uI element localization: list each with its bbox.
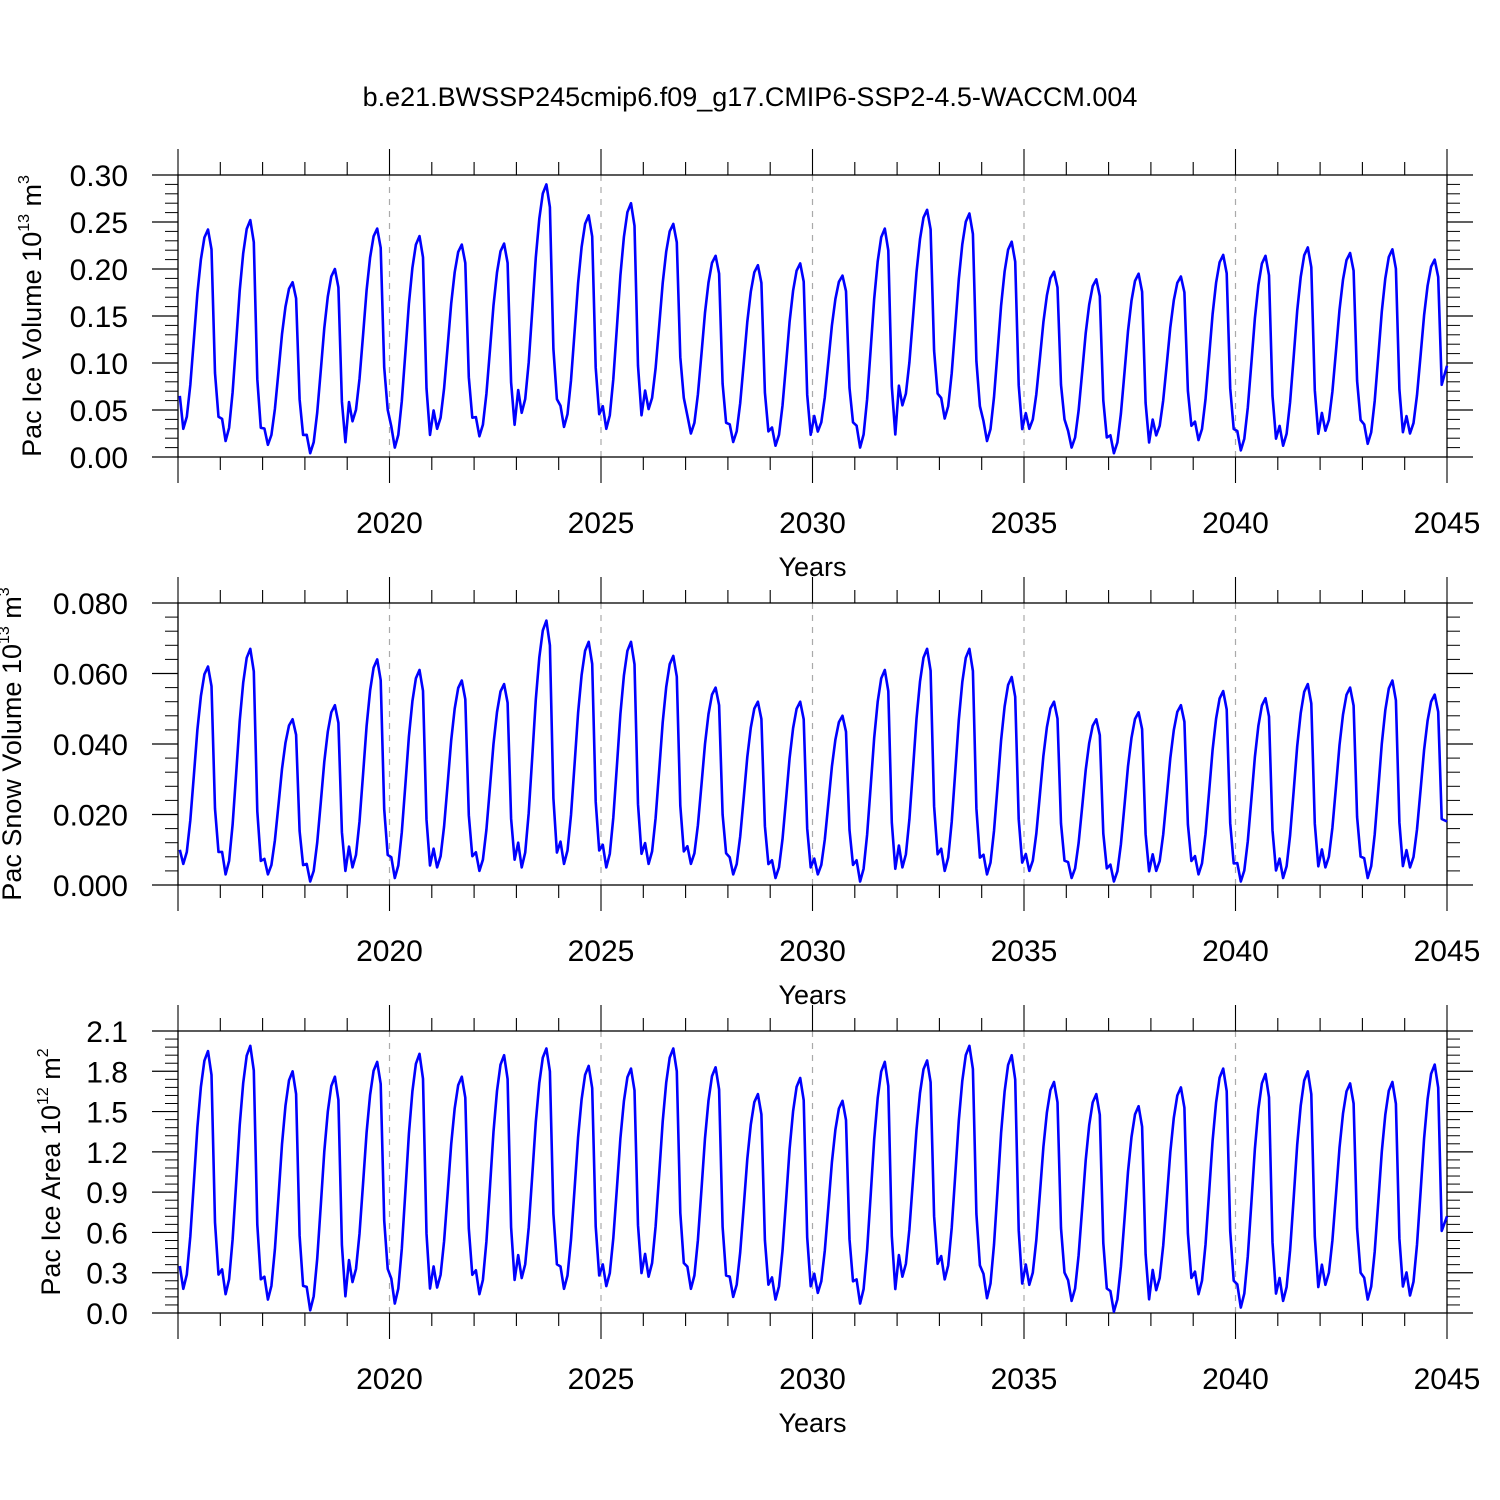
x-tick-label: 2040 — [1202, 935, 1269, 968]
y-axis-title-exponent: 13 — [16, 214, 33, 232]
x-tick-label: 2045 — [1414, 507, 1481, 540]
x-tick-label: 2025 — [568, 507, 635, 540]
y-tick-label: 1.2 — [86, 1137, 128, 1170]
y-tick-label: 0.080 — [53, 588, 128, 621]
y-axis-title-text: m — [17, 184, 47, 214]
x-tick-label: 2030 — [779, 507, 846, 540]
y-axis-title-exponent: 3 — [16, 175, 33, 184]
y-tick-label: 0.20 — [70, 254, 128, 287]
y-axis-title-text: m — [0, 596, 27, 626]
panel-1: 0.00 0.05 0.10 0.15 0.20 0.25 0.30 2020 2025 2030… — [16, 149, 1480, 582]
x-tick-label: 2020 — [356, 935, 423, 968]
y-tick-label: 0.0 — [86, 1298, 128, 1331]
y-axis-title: Pac Ice Volume 1013 m3 — [16, 175, 47, 457]
x-tick-label: 2035 — [991, 1363, 1058, 1396]
y-axis-title-exponent: 12 — [35, 1087, 52, 1105]
y-tick-label: 2.1 — [86, 1016, 128, 1049]
y-tick-label: 1.8 — [86, 1056, 128, 1089]
series-line — [178, 183, 1449, 455]
x-tick-label: 2030 — [779, 935, 846, 968]
y-tick-label: 0.25 — [70, 207, 128, 240]
y-axis-title-exponent: 3 — [0, 587, 13, 596]
y-tick-label: 0.6 — [86, 1217, 128, 1250]
x-tick-label: 2035 — [991, 507, 1058, 540]
y-tick-label: 0.000 — [53, 870, 128, 903]
y-axis-title-text: m — [36, 1057, 66, 1087]
y-axis-title-exponent: 13 — [0, 626, 13, 644]
y-tick-label: 0.3 — [86, 1258, 128, 1291]
y-axis-title-text: Pac Ice Volume 10 — [17, 232, 47, 457]
y-axis-title: Pac Snow Volume 1013 m3 — [0, 587, 27, 900]
x-axis-title: Years — [778, 1408, 846, 1438]
series-line — [178, 1044, 1449, 1313]
y-axis-title: Pac Ice Area 1012 m2 — [35, 1048, 66, 1295]
y-tick-label: 0.15 — [70, 301, 128, 334]
y-axis-title-text: Pac Ice Area 10 — [36, 1105, 66, 1296]
plot-frame — [177, 174, 1448, 458]
x-tick-label: 2020 — [356, 507, 423, 540]
y-tick-label: 0.05 — [70, 395, 128, 428]
x-tick-label: 2025 — [568, 1363, 635, 1396]
y-tick-label: 0.9 — [86, 1177, 128, 1210]
y-tick-label: 1.5 — [86, 1097, 128, 1130]
x-tick-label: 2045 — [1414, 935, 1481, 968]
x-tick-label: 2025 — [568, 935, 635, 968]
x-tick-label: 2020 — [356, 1363, 423, 1396]
x-tick-label: 2030 — [779, 1363, 846, 1396]
panel-3: 0.0 0.3 0.6 0.9 1.2 1.5 1.8 2.1 2020 2025 2030 2035… — [35, 1005, 1480, 1438]
panel-2: 0.000 0.020 0.040 0.060 0.080 2020 2025 2030 203… — [0, 577, 1480, 1010]
y-axis-title-exponent: 2 — [35, 1048, 52, 1057]
x-tick-label: 2035 — [991, 935, 1058, 968]
chart-title: b.e21.BWSSP245cmip6.f09_g17.CMIP6-SSP2-4… — [362, 82, 1138, 112]
y-tick-label: 0.10 — [70, 348, 128, 381]
series-line — [178, 619, 1448, 883]
y-tick-label: 0.30 — [70, 160, 128, 193]
x-tick-label: 2040 — [1202, 1363, 1269, 1396]
y-tick-label: 0.020 — [53, 800, 128, 833]
y-tick-label: 0.00 — [70, 442, 128, 475]
x-tick-label: 2045 — [1414, 1363, 1481, 1396]
x-tick-label: 2040 — [1202, 507, 1269, 540]
plot-frame — [177, 1030, 1448, 1314]
y-tick-label: 0.060 — [53, 659, 128, 692]
y-tick-label: 0.040 — [53, 729, 128, 762]
y-axis-title-text: Pac Snow Volume 10 — [0, 644, 27, 901]
